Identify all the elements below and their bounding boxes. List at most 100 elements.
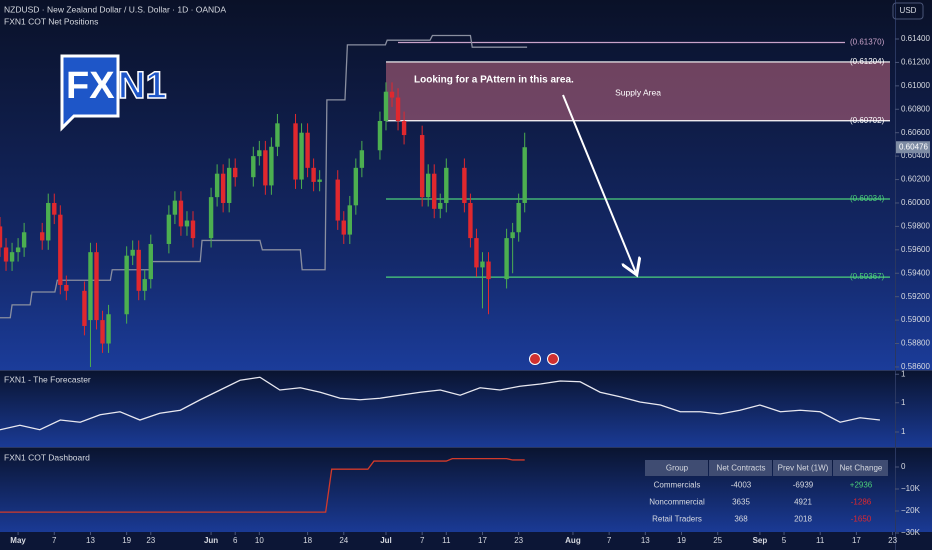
candle-body bbox=[214, 173, 220, 198]
level-label: (0.60702) bbox=[850, 116, 885, 125]
x-tick-label: Sep bbox=[753, 536, 768, 545]
candle-body bbox=[504, 238, 509, 280]
table-cell: -4003 bbox=[731, 481, 752, 490]
y-tick-label: 0.59200 bbox=[901, 292, 930, 301]
candle-body bbox=[148, 243, 153, 280]
candle-body bbox=[377, 120, 383, 151]
y-tick-label: 0.60800 bbox=[901, 104, 930, 113]
y-tick-label: 0.61000 bbox=[901, 81, 930, 90]
series-line bbox=[0, 376, 880, 431]
candle-body bbox=[9, 252, 15, 262]
candle-body bbox=[462, 167, 467, 203]
candle-body bbox=[293, 123, 298, 180]
candle-body bbox=[311, 167, 316, 182]
table-header-cell bbox=[709, 460, 772, 476]
event-icon[interactable] bbox=[547, 353, 559, 365]
logo-bubble bbox=[60, 54, 120, 132]
candle-body bbox=[220, 173, 226, 203]
candle-body bbox=[100, 320, 105, 344]
candle-body bbox=[275, 123, 280, 147]
forecaster-title: FXN1 - The Forecaster bbox=[4, 374, 91, 384]
table-header-cell bbox=[773, 460, 832, 476]
candle-body bbox=[88, 252, 93, 321]
table-header: Net Change bbox=[840, 464, 883, 473]
forecaster-pane bbox=[0, 371, 932, 447]
candle-body bbox=[142, 279, 147, 291]
y-tick-label: 0.58800 bbox=[901, 339, 930, 348]
x-tick-label: 18 bbox=[303, 536, 312, 545]
x-tick-label: 19 bbox=[122, 536, 131, 545]
level-label: (0.59367) bbox=[850, 272, 885, 281]
table-header: Net Contracts bbox=[717, 464, 766, 473]
x-tick-label: 25 bbox=[713, 536, 722, 545]
table-header-cell bbox=[833, 460, 888, 476]
table-cell: 3635 bbox=[732, 498, 750, 507]
y-tick-label: 1 bbox=[901, 427, 906, 436]
candle-body bbox=[172, 200, 178, 215]
x-tick-label: Jun bbox=[204, 536, 218, 545]
x-tick-label: 19 bbox=[677, 536, 686, 545]
candle-body bbox=[40, 232, 45, 241]
table-cell: -6939 bbox=[793, 481, 814, 490]
y-tick-label: 0.60000 bbox=[901, 198, 930, 207]
candle-body bbox=[184, 220, 190, 227]
y-tick-label: 0.59000 bbox=[901, 315, 930, 324]
candle-body bbox=[263, 150, 268, 186]
level-label: (0.60034) bbox=[850, 194, 885, 203]
candle-body bbox=[353, 167, 359, 206]
candle-body bbox=[438, 202, 443, 209]
y-tick-label: 0.60400 bbox=[901, 151, 930, 160]
candle-body bbox=[21, 232, 27, 248]
candle-body bbox=[432, 173, 437, 209]
logo-fx: FX bbox=[66, 65, 115, 107]
supply-zone bbox=[386, 61, 890, 121]
indicator-title: FXN1 COT Net Positions bbox=[4, 16, 98, 26]
x-tick-label: 7 bbox=[52, 536, 57, 545]
event-icon[interactable] bbox=[529, 353, 541, 365]
candle-body bbox=[233, 167, 238, 178]
candle-body bbox=[474, 238, 479, 268]
candle-body bbox=[82, 290, 87, 326]
series-line bbox=[0, 34, 528, 319]
candle-body bbox=[419, 135, 425, 198]
cot-title: FXN1 COT Dashboard bbox=[4, 452, 90, 462]
zone-note: Looking for a PAttern in this area. bbox=[414, 75, 574, 86]
plot: 0.61400 0.61200 0.61000 0.60800 0.60600 0.604… bbox=[0, 34, 930, 545]
x-tick-label: 11 bbox=[816, 536, 825, 545]
y-tick-label: 0.59600 bbox=[901, 245, 930, 254]
candle-body bbox=[305, 132, 310, 168]
y-tick-label: 0.60600 bbox=[901, 128, 930, 137]
price-tag bbox=[896, 141, 930, 154]
candle-body bbox=[401, 120, 407, 136]
candle-body bbox=[347, 205, 352, 235]
candle-body bbox=[3, 247, 9, 262]
y-tick-label: 0.61200 bbox=[901, 58, 930, 67]
candle-body bbox=[359, 150, 365, 168]
candle-body bbox=[106, 314, 111, 344]
table-cell: 368 bbox=[734, 515, 748, 524]
table-cell: 4921 bbox=[794, 498, 812, 507]
x-tick-label: 24 bbox=[339, 536, 348, 545]
candle-body bbox=[52, 202, 57, 215]
candle-body bbox=[46, 202, 51, 241]
candle-body bbox=[444, 167, 449, 203]
candle-body bbox=[178, 200, 184, 227]
y-tick-label: −10K bbox=[901, 484, 921, 493]
x-tick-label: 7 bbox=[420, 536, 425, 545]
currency-button[interactable] bbox=[892, 2, 924, 20]
candle-body bbox=[64, 284, 69, 291]
zone-label: Supply Area bbox=[615, 88, 661, 98]
candle-body bbox=[486, 261, 491, 280]
candle-body bbox=[15, 247, 21, 253]
candle-body bbox=[426, 173, 431, 198]
x-tick-label: 11 bbox=[442, 536, 451, 545]
y-tick-label: 0.59400 bbox=[901, 268, 930, 277]
level-label: (0.61204) bbox=[850, 57, 885, 66]
x-tick-label: 23 bbox=[888, 536, 897, 545]
x-tick-label: 17 bbox=[852, 536, 861, 545]
series-line bbox=[0, 457, 525, 513]
candle-body bbox=[208, 197, 214, 239]
candle-body bbox=[251, 156, 256, 178]
currency-label[interactable]: USD bbox=[900, 6, 917, 15]
